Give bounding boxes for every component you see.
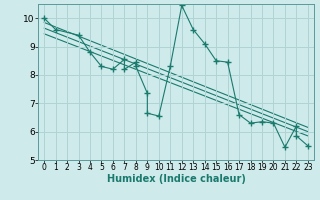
X-axis label: Humidex (Indice chaleur): Humidex (Indice chaleur): [107, 174, 245, 184]
